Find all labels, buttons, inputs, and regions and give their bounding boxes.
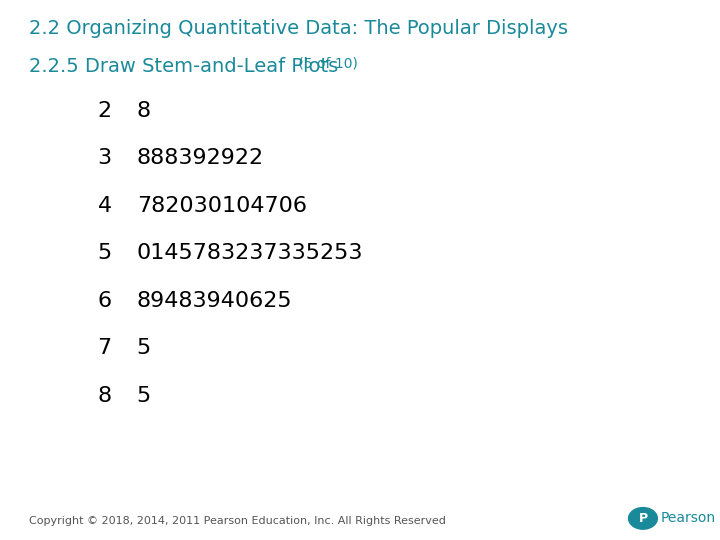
Text: 2.2 Organizing Quantitative Data: The Popular Displays: 2.2 Organizing Quantitative Data: The Po…	[29, 19, 568, 38]
Text: 5: 5	[97, 243, 112, 264]
Text: (5 of 10): (5 of 10)	[294, 57, 358, 71]
Text: 8: 8	[137, 100, 151, 121]
Text: 2: 2	[97, 100, 112, 121]
Text: Pearson: Pearson	[661, 511, 716, 525]
Text: 2.2.5 Draw Stem-and-Leaf Plots: 2.2.5 Draw Stem-and-Leaf Plots	[29, 57, 338, 76]
Text: 782030104706: 782030104706	[137, 195, 307, 216]
Text: 0145783237335253: 0145783237335253	[137, 243, 364, 264]
Text: 4: 4	[97, 195, 112, 216]
Text: 5: 5	[137, 386, 151, 406]
Text: 89483940625: 89483940625	[137, 291, 292, 311]
Text: 888392922: 888392922	[137, 148, 264, 168]
Text: P: P	[639, 512, 647, 525]
Text: 6: 6	[97, 291, 112, 311]
Text: Copyright © 2018, 2014, 2011 Pearson Education, Inc. All Rights Reserved: Copyright © 2018, 2014, 2011 Pearson Edu…	[29, 516, 446, 526]
Text: 7: 7	[97, 338, 112, 359]
Text: 3: 3	[97, 148, 112, 168]
Text: 5: 5	[137, 338, 151, 359]
Text: 8: 8	[97, 386, 112, 406]
